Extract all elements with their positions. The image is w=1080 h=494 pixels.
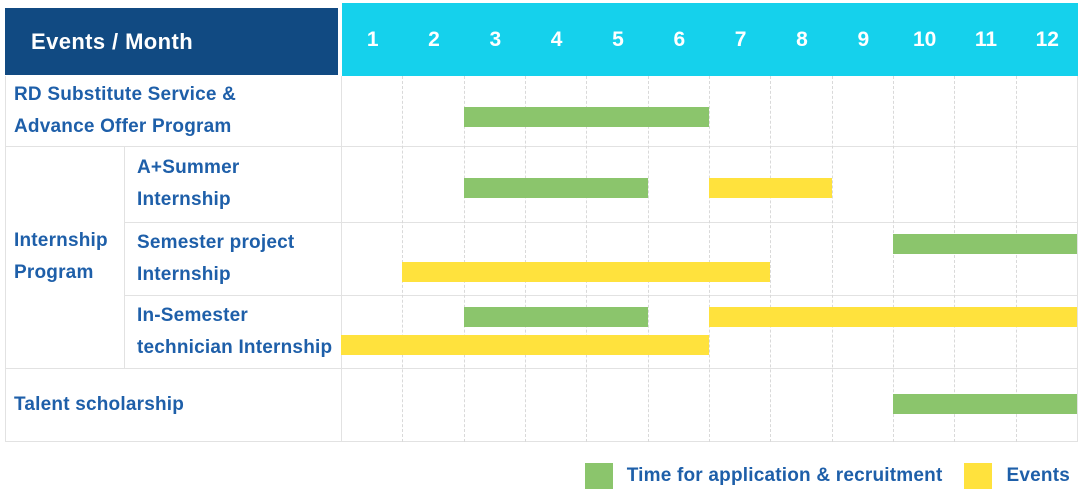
bar-application (463, 107, 709, 127)
bar-events (341, 335, 709, 355)
bar-application (893, 234, 1077, 254)
month-gridline (831, 76, 833, 442)
legend: Time for application & recruitment Events (584, 462, 1070, 490)
month-label: 9 (857, 27, 870, 51)
month-label: 11 (974, 27, 998, 51)
row-divider (5, 146, 1078, 147)
month-gridline (954, 76, 956, 442)
month-gridline (586, 76, 588, 442)
month-label: 5 (612, 27, 624, 51)
month-label: 6 (673, 27, 686, 51)
row-divider (5, 368, 1078, 369)
label-month-divider (341, 76, 342, 442)
table-border-right (1077, 76, 1078, 442)
bar-application (463, 307, 648, 327)
month-label: 3 (489, 27, 502, 51)
legend-swatch-events (964, 463, 993, 489)
row-divider (124, 222, 1078, 223)
month-gridline (893, 76, 894, 442)
legend-label: Time for application & recruitment (626, 465, 943, 486)
bar-application (463, 178, 648, 198)
month-label: 2 (428, 27, 440, 51)
group-sub-divider (124, 146, 125, 368)
row-label: A+Summer Internship (137, 157, 240, 210)
row-divider (124, 295, 1078, 296)
month-label: 12 (1035, 27, 1059, 51)
table-border-left (5, 76, 6, 442)
bar-application (893, 394, 1077, 414)
month-label: 7 (734, 27, 747, 51)
month-gridline (463, 76, 465, 442)
header-month-row: 1 2 3 4 5 6 7 8 9 10 11 12 (342, 3, 1078, 76)
bar-events (709, 307, 1077, 327)
row-label: Talent scholarship (14, 394, 185, 415)
bar-events (402, 262, 771, 282)
row-label: Semester project Internship (137, 231, 295, 285)
month-label: 4 (550, 27, 563, 51)
row-label: In-Semester technician Internship (137, 304, 333, 358)
month-label: 8 (796, 27, 808, 51)
month-label: 10 (912, 27, 937, 51)
month-gridline (770, 76, 772, 442)
table-border-bottom (5, 441, 1078, 442)
month-gridline (1015, 76, 1017, 442)
legend-item-application: Time for application & recruitment (584, 463, 943, 489)
header-title: Events / Month (31, 28, 194, 54)
legend-swatch-application (584, 463, 613, 489)
month-gridline (402, 76, 404, 442)
month-gridline (647, 76, 649, 442)
legend-item-events: Events (964, 463, 1070, 489)
bar-events (709, 178, 832, 198)
schedule-grid: RD Substitute Service & Advance Offer Pr… (5, 76, 1078, 442)
group-label: Internship Program (14, 230, 108, 283)
month-gridline (525, 76, 526, 442)
month-label: 1 (366, 27, 379, 51)
legend-label: Events (1006, 465, 1070, 486)
month-gridline (709, 76, 710, 442)
header-events-month-cell: Events / Month (5, 8, 338, 75)
row-label: RD Substitute Service & Advance Offer Pr… (14, 84, 237, 137)
